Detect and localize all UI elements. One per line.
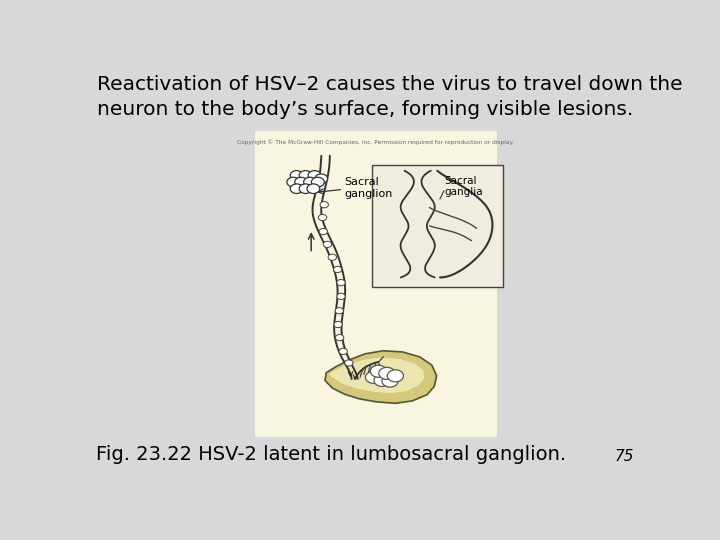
Circle shape bbox=[387, 370, 403, 382]
Circle shape bbox=[312, 177, 324, 187]
Circle shape bbox=[300, 184, 312, 193]
Circle shape bbox=[319, 228, 328, 235]
Circle shape bbox=[335, 308, 343, 314]
Circle shape bbox=[336, 334, 343, 341]
Polygon shape bbox=[328, 357, 425, 393]
Circle shape bbox=[328, 254, 336, 260]
Circle shape bbox=[382, 375, 398, 387]
Circle shape bbox=[333, 266, 342, 273]
Circle shape bbox=[290, 184, 303, 193]
Circle shape bbox=[307, 184, 320, 193]
Circle shape bbox=[287, 177, 300, 187]
Circle shape bbox=[339, 348, 347, 354]
Circle shape bbox=[294, 177, 307, 187]
Text: Reactivation of HSV–2 causes the virus to travel down the: Reactivation of HSV–2 causes the virus t… bbox=[96, 75, 683, 94]
Circle shape bbox=[308, 171, 321, 180]
Circle shape bbox=[323, 241, 332, 247]
Circle shape bbox=[300, 171, 312, 180]
Circle shape bbox=[366, 372, 382, 383]
Circle shape bbox=[379, 367, 395, 380]
Text: Fig. 23.22 HSV-2 latent in lumbosacral ganglion.: Fig. 23.22 HSV-2 latent in lumbosacral g… bbox=[96, 445, 566, 464]
Text: Copyright © The McGraw-Hill Companies, Inc. Permission required for reproduction: Copyright © The McGraw-Hill Companies, I… bbox=[238, 139, 515, 145]
Text: Sacral
ganglia: Sacral ganglia bbox=[444, 176, 482, 198]
Circle shape bbox=[334, 321, 342, 328]
Circle shape bbox=[315, 174, 328, 184]
Circle shape bbox=[337, 280, 345, 286]
Polygon shape bbox=[325, 351, 436, 403]
Text: Sacral
ganglion: Sacral ganglion bbox=[344, 177, 393, 199]
FancyBboxPatch shape bbox=[372, 165, 503, 287]
Circle shape bbox=[318, 214, 327, 221]
Circle shape bbox=[370, 365, 387, 377]
Circle shape bbox=[304, 177, 317, 187]
FancyBboxPatch shape bbox=[255, 131, 498, 437]
Text: 75: 75 bbox=[615, 449, 634, 464]
Circle shape bbox=[337, 293, 345, 300]
Circle shape bbox=[374, 374, 390, 387]
Circle shape bbox=[345, 360, 353, 366]
Circle shape bbox=[290, 171, 303, 180]
Text: neuron to the body’s surface, forming visible lesions.: neuron to the body’s surface, forming vi… bbox=[96, 100, 633, 119]
Circle shape bbox=[320, 201, 328, 208]
